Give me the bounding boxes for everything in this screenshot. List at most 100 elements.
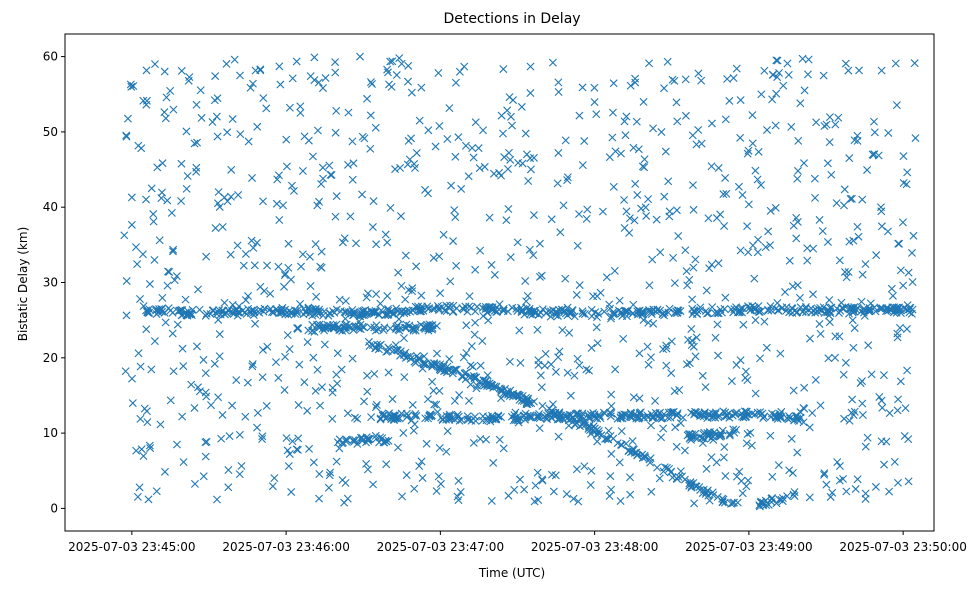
detection-point — [607, 402, 616, 411]
detection-point — [537, 383, 546, 392]
detection-point — [456, 487, 465, 496]
track-point — [580, 310, 589, 319]
detection-point — [404, 61, 413, 70]
detection-point — [145, 280, 154, 289]
track-point — [453, 410, 462, 419]
detection-point — [464, 396, 473, 405]
detection-point — [774, 461, 783, 470]
track-point — [693, 309, 702, 318]
track-point — [370, 323, 379, 332]
track-point — [342, 308, 351, 316]
detection-point — [730, 428, 739, 437]
detection-point — [764, 227, 773, 236]
detection-point — [640, 155, 649, 164]
detection-point — [842, 487, 851, 496]
detection-point — [720, 498, 729, 507]
detection-point — [127, 193, 136, 202]
detection-point — [214, 315, 223, 324]
detection-point — [346, 212, 355, 221]
detection-point — [825, 318, 834, 327]
detection-point — [224, 483, 233, 492]
track-point — [715, 431, 724, 440]
detection-point — [499, 65, 508, 74]
track-point — [813, 307, 822, 316]
detection-point — [262, 401, 271, 410]
detection-point — [484, 316, 493, 325]
detection-point — [547, 215, 556, 224]
detection-point — [835, 462, 844, 471]
detection-point — [471, 265, 480, 274]
detection-point — [707, 453, 716, 462]
detection-point — [383, 68, 392, 77]
detection-point — [227, 165, 236, 174]
detection-point — [707, 162, 716, 171]
detection-point — [808, 409, 817, 418]
detection-point — [842, 273, 851, 282]
detection-point — [840, 267, 849, 276]
detection-point — [547, 360, 556, 369]
detection-point — [533, 468, 542, 477]
detection-point — [308, 304, 317, 313]
detection-point — [628, 437, 637, 446]
detection-point — [317, 247, 326, 256]
detection-point — [435, 386, 444, 395]
detection-point — [888, 291, 897, 300]
scatter-points — [120, 52, 920, 511]
track-point — [707, 413, 716, 422]
detection-point — [820, 470, 829, 479]
track-point — [718, 426, 727, 435]
detection-point — [277, 306, 286, 315]
track-point — [405, 321, 414, 330]
track-point — [421, 414, 430, 423]
detection-point — [639, 316, 648, 325]
detection-point — [822, 480, 831, 489]
detection-point — [305, 444, 314, 453]
detection-point — [149, 210, 158, 219]
detection-point — [162, 93, 171, 102]
detection-point — [163, 281, 172, 290]
detection-point — [396, 212, 405, 221]
track-point — [238, 306, 247, 315]
detection-point — [517, 303, 526, 312]
detection-point — [853, 475, 862, 484]
track-point — [523, 396, 532, 405]
detection-point — [415, 462, 424, 470]
detection-point — [893, 333, 902, 342]
detection-point — [909, 231, 918, 240]
detection-point — [608, 133, 617, 142]
detection-point — [858, 195, 867, 204]
detection-point — [549, 487, 558, 496]
track-point — [648, 413, 657, 422]
detection-point — [179, 362, 188, 371]
detection-point — [805, 423, 814, 432]
track-point — [578, 309, 587, 318]
detection-point — [578, 83, 587, 92]
detection-point — [241, 296, 250, 305]
detection-point — [520, 485, 529, 494]
detection-point — [511, 408, 520, 417]
detection-point — [788, 468, 797, 477]
detection-point — [215, 202, 224, 211]
detection-point — [844, 268, 853, 277]
detection-point — [768, 472, 777, 481]
detection-point — [296, 300, 305, 308]
detection-point — [473, 381, 482, 390]
detection-point — [691, 255, 700, 264]
detection-point — [372, 240, 381, 249]
track-point — [299, 304, 308, 313]
track-point — [673, 306, 682, 315]
detection-point — [743, 149, 752, 158]
detection-point — [317, 180, 326, 189]
detection-point — [211, 224, 220, 233]
detection-point — [332, 457, 341, 466]
detection-point — [861, 442, 870, 451]
detection-point — [689, 263, 698, 272]
track-point — [624, 447, 633, 456]
detection-point — [785, 256, 794, 265]
detection-point — [792, 234, 801, 243]
detection-point — [496, 394, 505, 403]
x-axis: 2025-07-03 23:45:00 2025-07-03 23:46:00 20… — [68, 531, 967, 554]
detection-point — [371, 431, 380, 440]
track-point — [757, 497, 766, 506]
detection-point — [432, 487, 441, 496]
